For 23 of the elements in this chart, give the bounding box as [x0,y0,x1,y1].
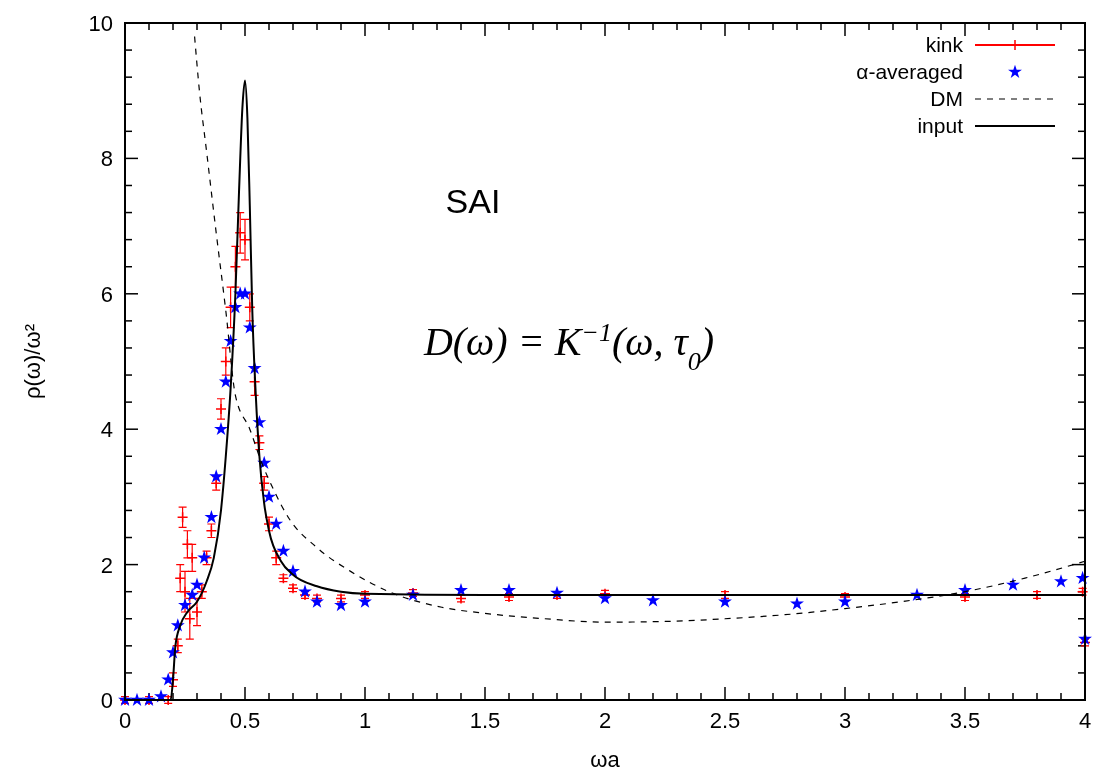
x-tick-label: 3 [838,708,852,733]
x-tick-label: 4 [1078,708,1092,733]
x-tick-label: 1.5 [469,708,501,733]
annotation: D(ω) = K$^{−1}$(ω, τ$_{0}$) [422,317,715,376]
legend-label: kink [925,33,964,56]
y-axis-title: ρ(ω)/ω² [20,324,45,399]
x-tick-label: 1 [358,708,372,733]
x-tick-label: 0 [118,708,132,733]
y-tick-label: 10 [88,11,113,36]
x-tick-label: 2 [598,708,612,733]
y-tick-label: 0 [100,688,113,713]
y-tick-label: 4 [100,417,113,443]
legend-label: DM [930,87,963,110]
legend-label: α-averaged [856,60,963,83]
x-tick-label: 0.5 [229,708,261,733]
x-axis-title: ωa [590,747,621,772]
y-tick-label: 8 [100,146,113,172]
x-tick-label: 2.5 [709,708,741,733]
x-tick-label: 3.5 [949,708,981,733]
annotation: SAI [445,181,501,220]
y-tick-label: 6 [100,281,113,307]
legend-label: input [917,114,964,137]
y-tick-label: 2 [100,552,113,578]
